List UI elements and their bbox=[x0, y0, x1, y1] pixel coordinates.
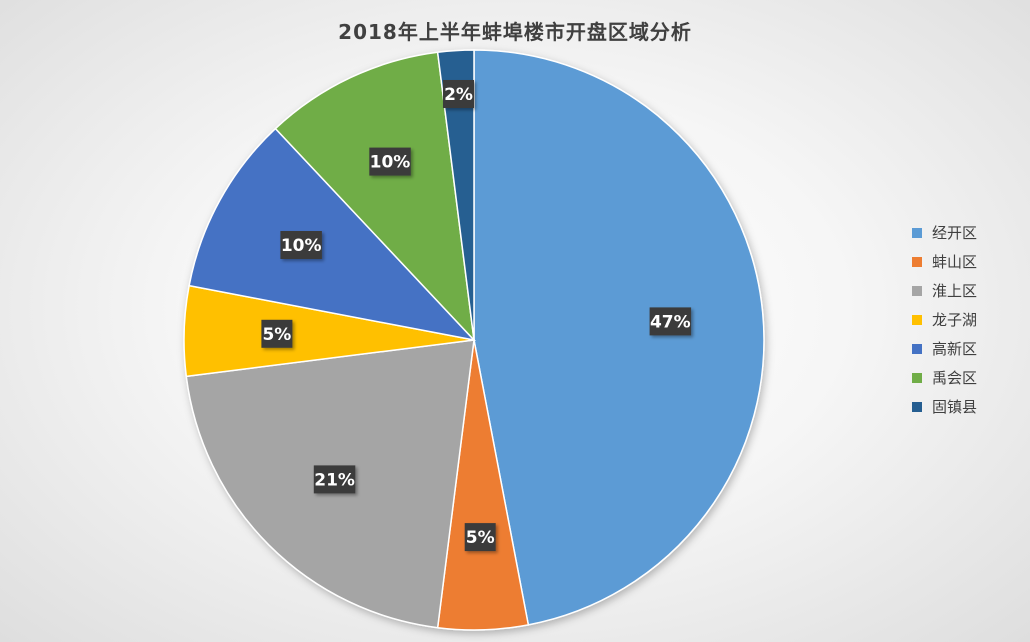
legend-swatch bbox=[912, 227, 922, 238]
data-label-text: 10% bbox=[281, 236, 322, 256]
chart-title: 2018年上半年蚌埠楼市开盘区域分析 bbox=[338, 20, 692, 44]
pie-slice-7 bbox=[436, 49, 475, 341]
data-label-text: 47% bbox=[650, 312, 691, 332]
legend-label: 淮上区 bbox=[932, 282, 978, 300]
legend-label: 龙子湖 bbox=[932, 311, 978, 329]
legend-item: 固镇县 bbox=[912, 392, 990, 421]
legend-swatch bbox=[912, 401, 922, 412]
legend-label: 高新区 bbox=[932, 340, 978, 358]
data-label-6: 10% bbox=[369, 147, 411, 176]
pie-slice-6 bbox=[274, 51, 476, 343]
legend-item: 高新区 bbox=[912, 334, 990, 363]
data-label-text: 21% bbox=[314, 470, 355, 490]
data-label-text: 2% bbox=[444, 85, 473, 105]
legend-item: 经开区 bbox=[912, 218, 990, 247]
data-label-5: 10% bbox=[280, 231, 322, 259]
data-label-text: 5% bbox=[262, 325, 291, 345]
legend-label: 固镇县 bbox=[932, 398, 978, 416]
data-label-text: 10% bbox=[370, 153, 411, 173]
data-label-2: 5% bbox=[464, 523, 496, 552]
legend-swatch bbox=[912, 256, 922, 267]
legend-item: 龙子湖 bbox=[912, 305, 990, 334]
legend-swatch bbox=[912, 372, 922, 383]
legend-swatch bbox=[912, 285, 922, 296]
legend-item: 禹会区 bbox=[912, 363, 990, 392]
data-label-text: 5% bbox=[466, 528, 495, 548]
legend-item: 淮上区 bbox=[912, 276, 990, 305]
legend-label: 禹会区 bbox=[932, 369, 978, 387]
pie-slice-1 bbox=[473, 49, 765, 626]
data-label-7: 2% bbox=[443, 80, 474, 108]
data-label-3: 21% bbox=[313, 465, 356, 494]
data-label-1: 47% bbox=[649, 307, 692, 336]
pie-slice-5 bbox=[188, 127, 477, 342]
legend-label: 蚌山区 bbox=[932, 253, 978, 271]
legend-swatch bbox=[912, 314, 922, 325]
legend-swatch bbox=[912, 343, 922, 354]
legend-label: 经开区 bbox=[932, 224, 978, 242]
legend-item: 蚌山区 bbox=[912, 247, 990, 276]
data-label-4: 5% bbox=[261, 319, 293, 348]
chart-legend: 经开区蚌山区淮上区龙子湖高新区禹会区固镇县 bbox=[912, 218, 990, 421]
